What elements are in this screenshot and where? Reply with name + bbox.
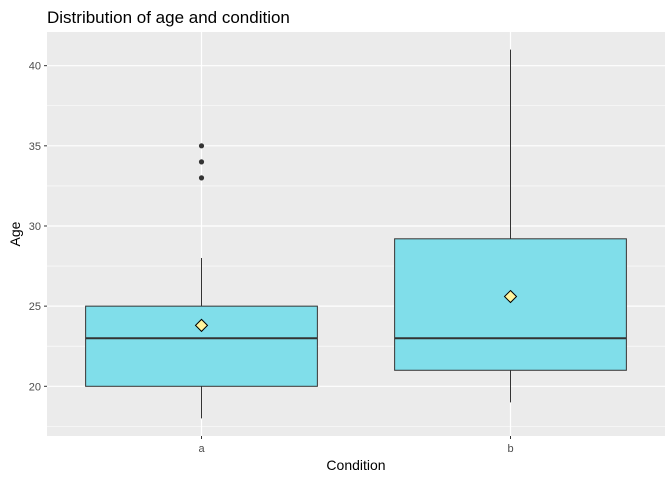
y-axis: 20 25 30 35 40 bbox=[29, 61, 47, 393]
y-tick-label: 40 bbox=[29, 61, 41, 73]
x-tick-label: b bbox=[507, 443, 513, 455]
outlier-point bbox=[198, 143, 205, 149]
mean-marker bbox=[503, 289, 518, 304]
x-axis-title: Condition bbox=[326, 457, 385, 473]
y-tick-label: 30 bbox=[29, 221, 41, 233]
y-axis-title: Age bbox=[7, 221, 23, 246]
outlier-point bbox=[198, 159, 205, 165]
box-group-a bbox=[85, 143, 318, 419]
boxes bbox=[85, 49, 627, 419]
box-group-b bbox=[394, 49, 627, 403]
mean-marker bbox=[194, 318, 209, 333]
chart-title: Distribution of age and condition bbox=[47, 8, 290, 27]
x-tick-label: a bbox=[198, 443, 205, 455]
box bbox=[85, 305, 318, 387]
y-tick-label: 25 bbox=[29, 301, 41, 313]
y-tick-label: 20 bbox=[29, 381, 41, 393]
box bbox=[394, 238, 627, 371]
outlier-point bbox=[198, 175, 205, 181]
y-tick-label: 35 bbox=[29, 141, 41, 153]
